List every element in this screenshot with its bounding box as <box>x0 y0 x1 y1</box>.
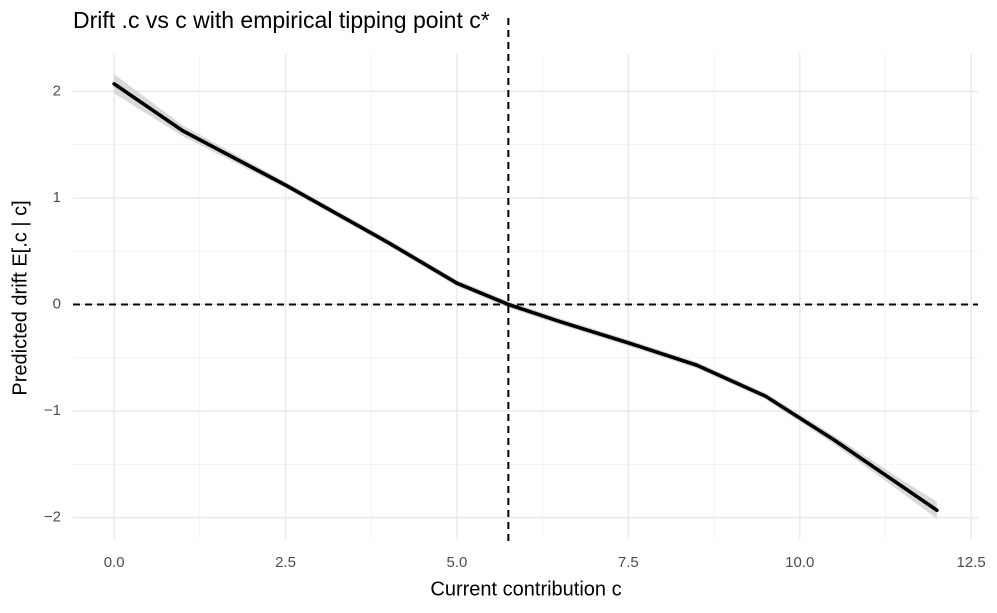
y-tick-label: 1 <box>53 189 61 206</box>
x-tick-label: 0.0 <box>104 554 125 571</box>
y-tick-label: 2 <box>53 82 61 99</box>
x-tick-label: 2.5 <box>275 554 296 571</box>
confidence-band <box>114 74 937 519</box>
x-tick-label: 7.5 <box>618 554 639 571</box>
y-tick-label: −2 <box>44 509 61 526</box>
y-tick-label: 0 <box>53 295 61 312</box>
y-axis-title: Predicted drift E[.c | c] <box>9 200 31 395</box>
chart-title: Drift .c vs c with empirical tipping poi… <box>73 7 490 33</box>
x-tick-label: 12.5 <box>957 554 986 571</box>
drift-line <box>112 82 939 513</box>
x-tick-label: 10.0 <box>785 554 814 571</box>
x-axis-title: Current contribution c <box>430 578 621 600</box>
x-tick-label: 5.0 <box>447 554 468 571</box>
y-tick-label: −1 <box>44 402 61 419</box>
